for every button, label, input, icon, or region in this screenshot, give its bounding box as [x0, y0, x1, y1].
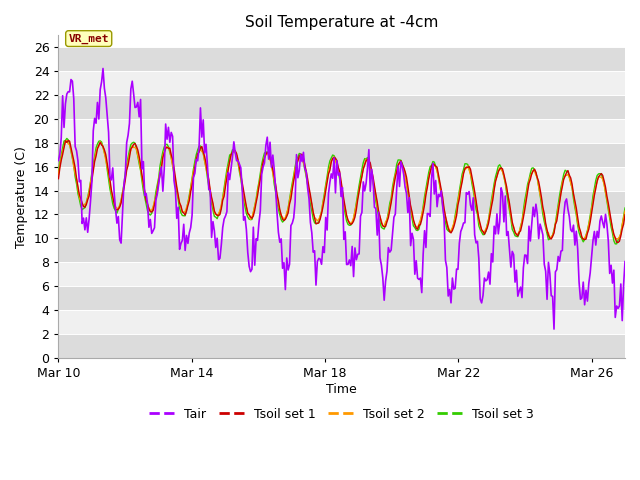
Tsoil set 2: [579, 236, 587, 242]
Bar: [58, 95, 625, 119]
Tsoil set 2: [226, 159, 234, 165]
Tsoil set 1: [454, 202, 462, 208]
Tsoil set 1: [65, 138, 72, 144]
Tair: [454, 266, 462, 272]
Tsoil set 3: [63, 135, 70, 141]
Bar: [58, 286, 625, 310]
Tsoil set 2: [371, 186, 378, 192]
Text: VR_met: VR_met: [68, 34, 109, 44]
Tsoil set 1: [566, 172, 573, 178]
Tsoil set 3: [471, 196, 479, 202]
Tair: [471, 232, 479, 238]
Bar: [58, 47, 625, 71]
Tsoil set 2: [454, 199, 462, 204]
Line: Tsoil set 1: Tsoil set 1: [58, 141, 625, 242]
Tsoil set 1: [226, 158, 234, 164]
Tsoil set 3: [454, 196, 462, 202]
Tsoil set 3: [611, 241, 619, 247]
Line: Tsoil set 3: Tsoil set 3: [58, 138, 625, 244]
Tsoil set 1: [371, 183, 378, 189]
X-axis label: Time: Time: [326, 383, 357, 396]
Bar: [58, 167, 625, 191]
Bar: [58, 119, 625, 143]
Line: Tsoil set 2: Tsoil set 2: [58, 141, 625, 239]
Tsoil set 3: [566, 175, 573, 180]
Bar: [58, 143, 625, 167]
Tsoil set 2: [471, 193, 479, 199]
Tsoil set 2: [54, 171, 62, 177]
Tair: [245, 264, 253, 269]
Tsoil set 3: [621, 205, 629, 211]
Tsoil set 3: [226, 152, 234, 158]
Tsoil set 3: [371, 189, 378, 194]
Tsoil set 2: [63, 138, 70, 144]
Bar: [58, 334, 625, 358]
Tsoil set 1: [471, 189, 479, 194]
Tsoil set 1: [621, 212, 629, 218]
Tair: [54, 157, 62, 163]
Tsoil set 1: [245, 212, 253, 218]
Title: Soil Temperature at -4cm: Soil Temperature at -4cm: [245, 15, 438, 30]
Tair: [226, 177, 234, 182]
Tair: [99, 66, 107, 72]
Tsoil set 1: [54, 176, 62, 181]
Tair: [371, 204, 378, 210]
Tsoil set 2: [566, 174, 573, 180]
Bar: [58, 310, 625, 334]
Tair: [621, 259, 629, 264]
Bar: [58, 262, 625, 286]
Bar: [58, 215, 625, 239]
Bar: [58, 239, 625, 262]
Tair: [567, 227, 575, 233]
Y-axis label: Temperature (C): Temperature (C): [15, 145, 28, 248]
Tsoil set 1: [614, 240, 622, 245]
Line: Tair: Tair: [58, 69, 625, 329]
Tsoil set 2: [621, 208, 629, 214]
Tsoil set 3: [245, 216, 253, 222]
Tsoil set 2: [245, 212, 253, 217]
Bar: [58, 191, 625, 215]
Bar: [58, 71, 625, 95]
Tsoil set 3: [54, 168, 62, 174]
Legend: Tair, Tsoil set 1, Tsoil set 2, Tsoil set 3: Tair, Tsoil set 1, Tsoil set 2, Tsoil se…: [145, 403, 539, 426]
Tair: [550, 326, 558, 332]
